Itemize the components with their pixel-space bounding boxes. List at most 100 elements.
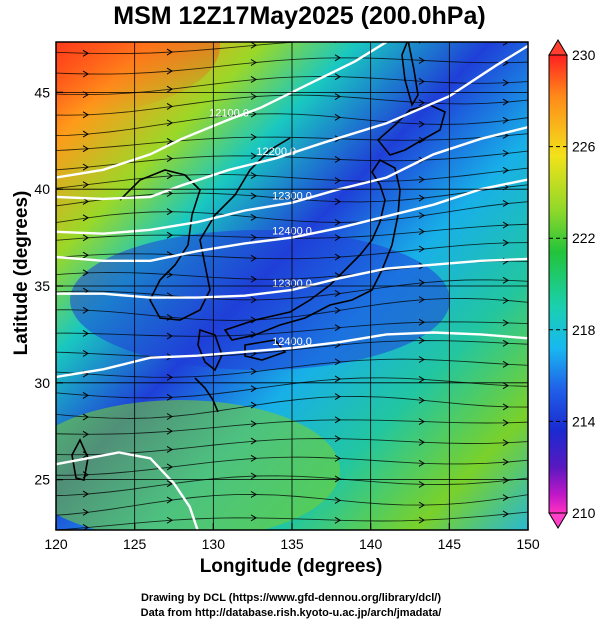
streamline <box>56 456 528 476</box>
streamline-arrow <box>334 324 341 332</box>
streamline-arrow <box>334 93 341 100</box>
streamline-arrow <box>502 510 509 518</box>
streamline <box>56 201 528 224</box>
streamline-arrow <box>166 119 173 127</box>
streamline-arrow <box>82 430 89 438</box>
streamline-arrow <box>418 57 425 64</box>
streamline <box>56 358 528 378</box>
streamline-arrow <box>166 208 173 216</box>
streamline-arrow <box>334 156 341 163</box>
streamline-arrow <box>166 172 173 180</box>
streamline-arrow <box>334 416 341 424</box>
streamline-arrow <box>166 48 173 56</box>
streamline-arrow <box>82 508 89 516</box>
streamline-arrow <box>418 176 425 183</box>
streamline <box>56 321 528 337</box>
colorbar-top-arrow <box>548 39 568 56</box>
streamline-arrow <box>502 149 509 157</box>
streamline-arrow <box>82 234 89 242</box>
contour-line <box>56 451 199 530</box>
map-title: MSM 12Z17May2025 (200.0hPa) <box>113 2 486 30</box>
streamline <box>56 57 528 75</box>
streamline-arrow <box>502 360 509 368</box>
streamline-arrow <box>250 59 257 66</box>
streamline-arrow <box>166 102 173 110</box>
streamline-arrow <box>82 269 89 277</box>
streamline-arrow <box>250 437 257 445</box>
kyushu-coast <box>197 328 223 372</box>
streamline <box>56 184 528 207</box>
streamline <box>56 133 528 151</box>
streamline-arrow <box>250 192 257 200</box>
lon-tick-label: 135 <box>280 536 304 552</box>
streamline-arrow <box>250 254 257 262</box>
lon-tick-label: 140 <box>359 536 383 552</box>
streamline-arrow <box>334 435 341 443</box>
streamline-arrow <box>334 234 341 241</box>
streamline-arrow <box>502 403 509 411</box>
streamline-arrow <box>418 99 425 107</box>
streamline-arrow <box>502 382 509 390</box>
streamline <box>56 113 528 137</box>
streamline-arrow <box>334 113 341 121</box>
lon-tick-label: 125 <box>123 536 147 552</box>
streamline-arrow <box>334 198 341 206</box>
streamline-arrow <box>502 476 509 484</box>
streamline <box>56 279 528 301</box>
streamline-arrow <box>502 439 509 447</box>
streamline <box>56 42 528 55</box>
streamline-arrow <box>250 472 257 480</box>
streamline-arrow <box>418 212 425 219</box>
streamline-arrow <box>334 393 341 401</box>
streamline <box>56 340 528 358</box>
streamline-arrow <box>250 152 257 160</box>
sakhalin-coast <box>401 42 419 108</box>
streamline-arrow <box>82 306 89 314</box>
streamline-arrow <box>502 200 509 207</box>
lat-tick-label: 25 <box>34 472 50 488</box>
honshu-coast <box>223 158 401 341</box>
streamline-arrow <box>418 78 425 85</box>
streamline-arrow <box>166 67 173 75</box>
streamline-arrow <box>502 276 509 284</box>
x-axis-label: Longitude (degrees) <box>199 556 383 577</box>
colorbar-label: 218 <box>572 322 596 338</box>
streamline-arrow <box>418 318 425 326</box>
streamline-arrow <box>250 133 257 141</box>
streamline-arrow <box>166 480 173 488</box>
streamline-arrow <box>418 438 425 446</box>
colorbar-label: 214 <box>572 413 596 429</box>
streamline-arrow <box>82 163 89 171</box>
streamline-arrow <box>334 219 341 226</box>
streamline-arrow <box>418 396 425 404</box>
streamline-arrow <box>250 454 257 462</box>
streamline <box>56 223 528 241</box>
streamline-arrow <box>166 496 173 504</box>
warm-south-region <box>56 400 340 530</box>
streamline <box>56 167 528 189</box>
streamline-arrow <box>502 239 509 247</box>
streamline-arrow <box>334 358 341 366</box>
streamline-arrow <box>166 373 173 381</box>
streamline-arrow <box>82 251 89 259</box>
streamline-arrow <box>166 463 173 471</box>
streamline-arrow <box>82 181 89 189</box>
streamline-arrow <box>166 271 173 279</box>
coastlines <box>71 42 446 481</box>
lon-tick-label: 150 <box>516 536 540 552</box>
streamline-arrow <box>418 418 425 426</box>
colorbar-ticks: 230 226 222 218 214 210 <box>549 47 596 521</box>
streamline-arrow <box>418 136 425 144</box>
streamline-arrow <box>250 93 257 100</box>
streamline-arrow <box>82 198 89 205</box>
credit-data: Data from http://database.rish.kyoto-u.a… <box>140 607 442 619</box>
streamline-arrow <box>82 451 89 459</box>
streamline <box>56 438 528 456</box>
streamline-arrow <box>82 391 89 399</box>
streamline-arrow <box>166 332 173 340</box>
colorbar-bottom-arrow <box>548 512 568 529</box>
streamline-arrow <box>418 516 425 524</box>
streamline-arrow <box>418 501 425 509</box>
streamline-arrow <box>82 214 89 222</box>
